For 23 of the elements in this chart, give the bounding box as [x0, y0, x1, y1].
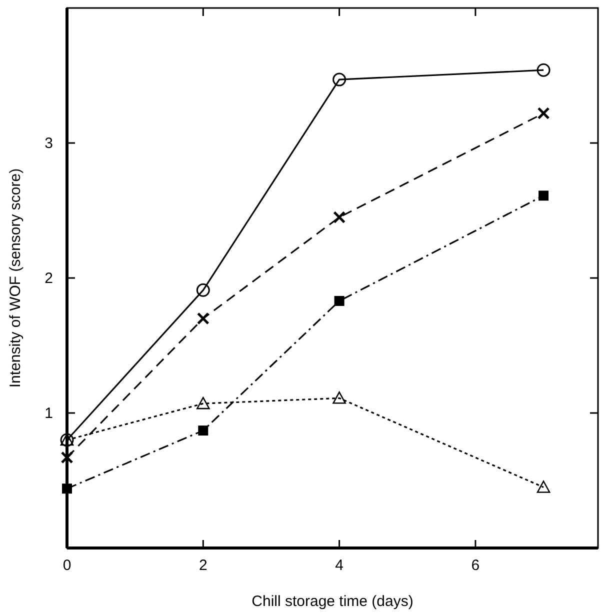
point: [334, 296, 344, 306]
point: [196, 312, 210, 325]
point: [536, 480, 550, 493]
x-tick-label: 2: [198, 557, 208, 574]
point: [536, 63, 550, 77]
point: [537, 107, 550, 120]
x-tick-label: 6: [471, 557, 480, 574]
y-tick-label: 3: [44, 135, 53, 152]
x-tick-label: 0: [62, 557, 72, 574]
y-tick-label: 1: [44, 405, 53, 422]
point: [538, 190, 549, 201]
y-tick-label: 2: [44, 270, 53, 287]
x-tick-label: 4: [335, 557, 344, 574]
point: [196, 396, 210, 410]
point: [333, 211, 346, 224]
point: [198, 426, 208, 436]
point: [60, 451, 74, 464]
point: [332, 392, 346, 404]
point: [196, 283, 210, 297]
y-axis-title: Intensity of WOF (sensory score): [7, 168, 24, 388]
point: [62, 484, 72, 494]
x-axis-title: Chill storage time (days): [252, 593, 414, 610]
point: [332, 72, 346, 86]
